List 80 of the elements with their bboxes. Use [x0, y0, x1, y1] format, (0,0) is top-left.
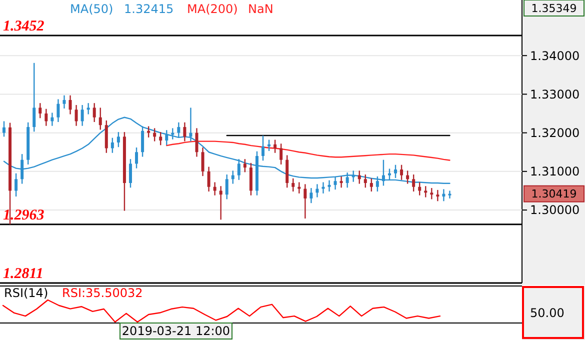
- candlestick: [394, 164, 398, 179]
- chart-title: RSI(14): [4, 286, 48, 300]
- candlestick: [400, 164, 404, 181]
- candlestick: [128, 158, 132, 188]
- candlestick: [2, 120, 6, 138]
- candlestick: [165, 130, 168, 146]
- candlestick: [237, 158, 240, 181]
- annotation: 1.32415: [124, 2, 174, 16]
- candlestick: [292, 178, 295, 192]
- candlestick: [153, 128, 156, 142]
- annotation: NaN: [248, 2, 274, 16]
- candlestick: [316, 184, 319, 198]
- candlestick: [74, 104, 78, 126]
- text: 2019-03-21 12:00: [122, 324, 230, 338]
- ref-line-label: 1.3452: [3, 18, 45, 35]
- text: MA(200): [187, 2, 238, 16]
- candlestick: [177, 122, 180, 138]
- y-tick-label: 1.30000: [530, 203, 580, 218]
- candlestick: [207, 166, 210, 192]
- candlestick: [388, 168, 391, 181]
- candlestick: [147, 126, 150, 138]
- candlestick: [110, 137, 114, 154]
- series-label: RSI:35.50032: [62, 286, 143, 300]
- y-tick-label: 1.31000: [530, 164, 580, 179]
- candlestick: [50, 112, 54, 126]
- candlestick: [68, 94, 72, 115]
- candlestick: [38, 102, 42, 119]
- y-tick-label: 1.34000: [530, 48, 580, 63]
- candlestick: [201, 146, 204, 177]
- candlestick: [418, 182, 422, 196]
- candlestick: [340, 176, 343, 188]
- candlestick: [304, 184, 307, 220]
- candlestick: [364, 174, 367, 188]
- ref-line-label: 1.2811: [3, 266, 44, 282]
- candlestick: [225, 174, 228, 200]
- candlestick: [280, 143, 283, 166]
- candlestick: [195, 128, 198, 158]
- candlestick: [231, 170, 234, 184]
- text: MA(50): [70, 2, 114, 16]
- candlestick: [98, 107, 102, 130]
- candlestick: [116, 131, 120, 148]
- candlestick: [213, 182, 216, 196]
- candlestick: [32, 62, 36, 132]
- candlestick: [159, 131, 162, 146]
- candlestick: [268, 139, 271, 152]
- candlestick: [412, 174, 416, 192]
- candlestick: [243, 158, 246, 173]
- candlestick: [104, 120, 108, 154]
- text: 1.30419: [531, 188, 577, 201]
- candlestick: [310, 187, 313, 204]
- candlestick: [406, 170, 410, 184]
- candlestick: [92, 102, 96, 123]
- candlestick: [370, 178, 373, 192]
- candlestick: [44, 108, 48, 126]
- candlestick: [56, 98, 60, 123]
- candlestick: [141, 126, 144, 158]
- candlestick: [436, 189, 440, 202]
- candlestick: [448, 190, 452, 200]
- candlestick: [286, 154, 289, 188]
- y-tick-label: 1.33000: [530, 87, 580, 102]
- candlestick: [262, 134, 264, 162]
- candlestick: [358, 170, 361, 184]
- candlestick: [298, 182, 301, 194]
- candlestick: [219, 185, 222, 220]
- candlestick: [14, 172, 18, 198]
- candlestick: [86, 102, 90, 115]
- candlestick: [424, 185, 428, 198]
- candlestick: [80, 104, 84, 126]
- candlestick: [322, 182, 325, 194]
- candlestick: [183, 122, 186, 142]
- candlestick: [442, 188, 446, 202]
- candlestick: [430, 187, 434, 200]
- candlestick: [274, 139, 277, 154]
- candlestick: [135, 146, 138, 169]
- candlestick: [249, 162, 252, 196]
- text: 50.00: [530, 306, 564, 320]
- candlestick: [328, 180, 331, 192]
- candlestick: [62, 94, 66, 110]
- y-tick-label: 1.32000: [530, 126, 580, 140]
- text: 1.35349: [531, 2, 577, 15]
